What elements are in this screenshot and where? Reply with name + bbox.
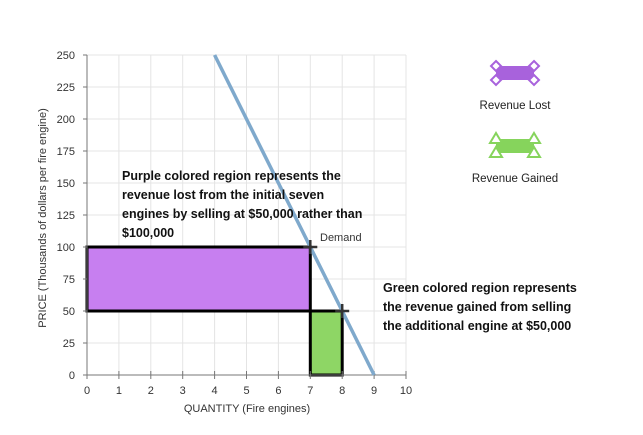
triangle-marker-icon bbox=[488, 145, 504, 158]
annotations: Purple colored region represents the reve… bbox=[122, 169, 577, 333]
y-tick-label: 200 bbox=[57, 114, 75, 126]
x-tick-label: 3 bbox=[180, 385, 186, 397]
triangle-marker-icon bbox=[526, 145, 542, 158]
x-tick-label: 2 bbox=[148, 385, 154, 397]
y-tick-label: 75 bbox=[63, 274, 75, 286]
annotation-line: engines by selling at $50,000 rather tha… bbox=[122, 207, 362, 221]
demand-line bbox=[213, 54, 376, 376]
y-tick-label: 150 bbox=[57, 178, 75, 190]
y-axis-label: PRICE (Thousands of dollars per fire eng… bbox=[37, 108, 49, 328]
annotation-line: $100,000 bbox=[122, 226, 174, 240]
x-tick-label: 7 bbox=[307, 385, 313, 397]
y-tick-label: 100 bbox=[57, 242, 75, 254]
diamond-marker-icon bbox=[489, 59, 503, 73]
x-tick-label: 6 bbox=[275, 385, 281, 397]
legend-swatch bbox=[496, 139, 534, 153]
y-tick-label: 0 bbox=[69, 370, 75, 382]
y-tick-label: 125 bbox=[57, 210, 75, 222]
x-tick-label: 1 bbox=[116, 385, 122, 397]
triangle-marker-icon bbox=[526, 131, 542, 144]
annotation-line: Purple colored region represents the bbox=[122, 169, 341, 183]
demand-label: Demand bbox=[320, 232, 362, 244]
x-axis-label: QUANTITY (Fire engines) bbox=[184, 403, 310, 415]
annotation-line: Green colored region represents bbox=[383, 281, 577, 295]
legend-swatch bbox=[496, 66, 534, 80]
y-tick-label: 250 bbox=[57, 50, 75, 62]
legend-label: Revenue Gained bbox=[472, 173, 558, 185]
point-marker bbox=[303, 240, 318, 254]
point-marker bbox=[335, 304, 350, 318]
legend: Revenue Lost Revenue Gained bbox=[472, 59, 558, 185]
triangle-marker-icon bbox=[488, 131, 504, 144]
annotation-line: revenue lost from the initial seven bbox=[122, 188, 324, 202]
x-tick-label: 9 bbox=[371, 385, 377, 397]
diamond-marker-icon bbox=[527, 73, 541, 87]
diamond-marker-icon bbox=[489, 73, 503, 87]
y-tick-label: 50 bbox=[63, 306, 75, 318]
x-tick-label: 0 bbox=[84, 385, 90, 397]
annotation-line: the additional engine at $50,000 bbox=[383, 319, 571, 333]
legend-label: Revenue Lost bbox=[480, 100, 552, 112]
x-tick-label: 4 bbox=[212, 385, 218, 397]
x-tick-label: 10 bbox=[400, 385, 412, 397]
x-tick-label: 5 bbox=[243, 385, 249, 397]
series: Demand bbox=[213, 54, 376, 376]
y-tick-label: 175 bbox=[57, 146, 75, 158]
x-tick-label: 8 bbox=[339, 385, 345, 397]
y-tick-label: 25 bbox=[63, 338, 75, 350]
region-revenue-lost bbox=[85, 245, 312, 313]
annotation-line: the revenue gained from selling bbox=[383, 300, 571, 314]
region-revenue-gained bbox=[308, 309, 344, 377]
y-tick-label: 225 bbox=[57, 82, 75, 94]
diamond-marker-icon bbox=[527, 59, 541, 73]
